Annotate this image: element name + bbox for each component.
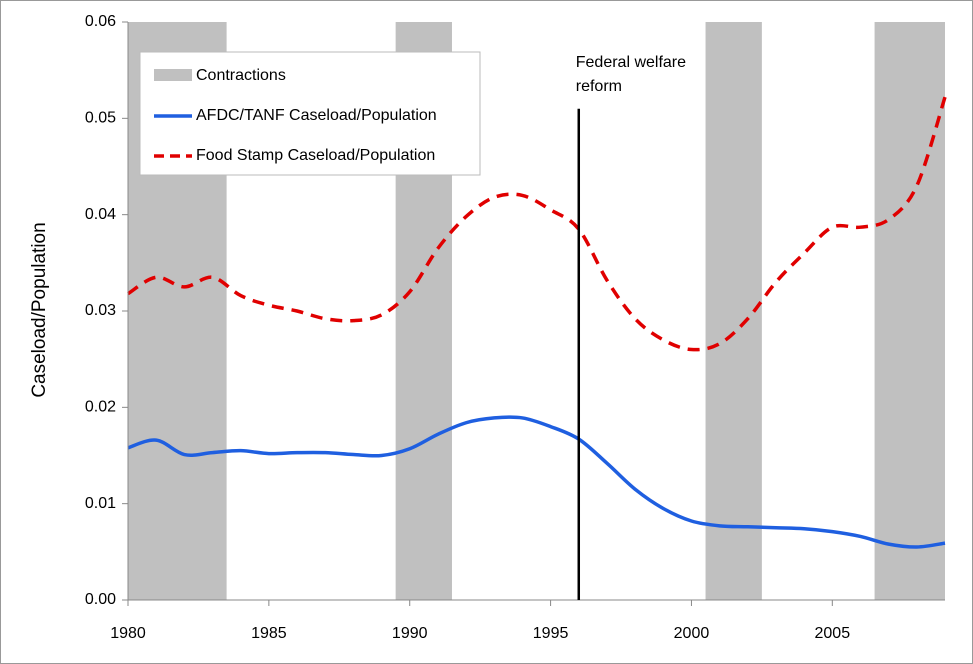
annotation: Federal welfare <box>576 54 686 71</box>
series-line <box>127 96 947 352</box>
legend-label: Contractions <box>196 67 286 84</box>
y-tick-label: 0.03 <box>85 302 116 319</box>
x-tick-label: 1985 <box>251 625 287 642</box>
x-tick-label: 1995 <box>533 625 569 642</box>
legend-label: AFDC/TANF Caseload/Population <box>196 107 437 124</box>
y-tick-label: 0.05 <box>85 110 116 127</box>
legend-label: Food Stamp Caseload/Population <box>196 147 435 164</box>
y-tick-label: 0.06 <box>85 13 116 30</box>
y-tick-label: 0.02 <box>85 399 116 416</box>
annotation: reform <box>576 78 622 95</box>
y-axis-title: Caseload/Population <box>29 222 50 397</box>
y-tick-label: 0.01 <box>85 495 116 512</box>
contraction <box>874 22 945 600</box>
x-tick-label: 1980 <box>110 625 146 642</box>
line-layer <box>127 96 947 549</box>
x-tick-label: 1990 <box>392 625 428 642</box>
x-tick-label: 2000 <box>674 625 710 642</box>
y-tick-label: 0.00 <box>85 591 116 608</box>
legend-box <box>139 51 481 176</box>
y-tick-label: 0.04 <box>85 206 116 223</box>
series-line <box>127 415 946 549</box>
legend-swatch <box>154 69 192 81</box>
x-tick-label: 2005 <box>815 625 851 642</box>
contraction <box>705 22 762 600</box>
